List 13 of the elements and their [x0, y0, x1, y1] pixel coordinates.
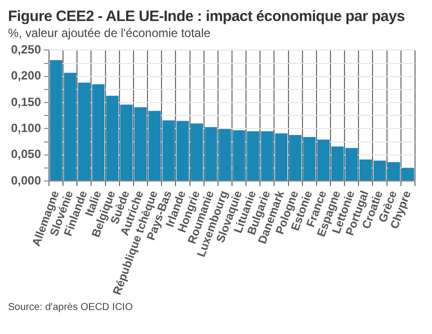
y-tick-label: 0,000 — [11, 173, 42, 188]
bar — [331, 146, 344, 181]
y-tick-label: 0,200 — [11, 68, 42, 83]
chart-subtitle: %, valeur ajoutée de l'économie totale — [8, 26, 212, 40]
y-tick-label: 0,050 — [11, 147, 42, 162]
bar — [317, 140, 330, 181]
y-tick-label: 0,150 — [11, 94, 42, 109]
y-tick-label: 0,250 — [11, 42, 42, 57]
source-note: Source: d'après OECD ICIO — [8, 302, 134, 313]
bar — [232, 130, 246, 181]
chart-title: Figure CEE2 - ALE UE-Inde : impact économique par pays — [8, 8, 406, 25]
y-tick-label: 0,100 — [11, 121, 42, 135]
bar — [134, 107, 147, 181]
